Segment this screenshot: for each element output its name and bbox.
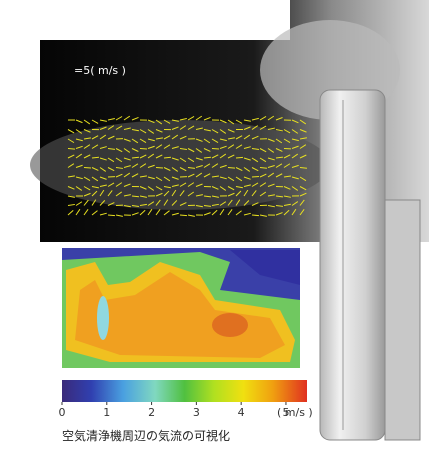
heatmap-region	[212, 313, 248, 337]
colorbar-ticks: 012345	[59, 402, 290, 419]
vector-arrow	[180, 215, 187, 216]
figure-canvas: =5( m/s ) 012345 ( m/s ) 空気清浄機周辺の気流の可視化	[0, 0, 429, 459]
colorbar-tick-label: 1	[103, 406, 110, 419]
colorbar-tick-label: 3	[193, 406, 200, 419]
colorbar	[62, 380, 307, 402]
vector-arrow	[156, 168, 163, 169]
vector-arrow	[228, 168, 235, 169]
colorbar-unit: ( m/s )	[277, 406, 313, 419]
vector-scale-label: =5( m/s )	[74, 64, 126, 77]
colorbar-tick-label: 0	[59, 406, 66, 419]
figure: =5( m/s ) 012345 ( m/s ) 空気清浄機周辺の気流の可視化	[0, 0, 429, 459]
air-purifier-stand	[385, 200, 420, 440]
vector-arrow	[140, 149, 147, 150]
photo-margin	[40, 0, 290, 40]
vector-arrow	[164, 157, 171, 158]
heatmap-region	[97, 296, 109, 340]
vector-arrow	[236, 157, 243, 158]
colorbar-tick-label: 2	[148, 406, 155, 419]
colorbar-tick-label: 4	[238, 406, 245, 419]
vector-arrow	[68, 149, 75, 150]
air-purifier	[320, 90, 385, 440]
caption: 空気清浄機周辺の気流の可視化	[62, 428, 230, 443]
vector-arrow	[252, 215, 259, 216]
vector-arrow	[108, 215, 115, 216]
vector-arrow	[300, 168, 307, 169]
